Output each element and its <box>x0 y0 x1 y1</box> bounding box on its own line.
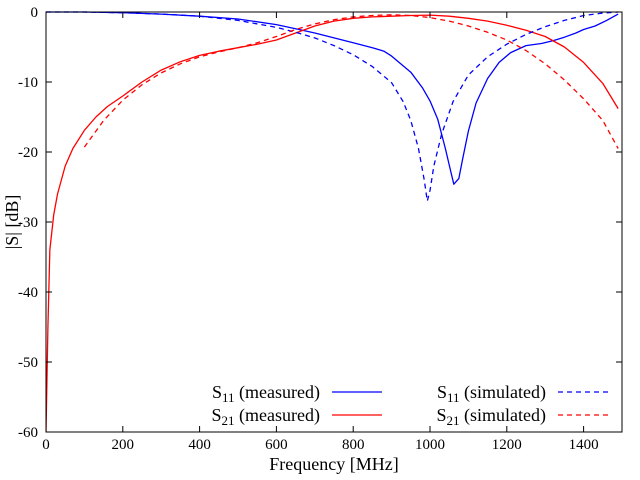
x-tick-label: 800 <box>342 437 365 453</box>
x-tick-label: 1200 <box>492 437 522 453</box>
legend-label-1: S11 (measured) <box>212 382 320 405</box>
x-tick-label: 1400 <box>569 437 599 453</box>
legend-label-4: S21 (simulated) <box>437 405 547 428</box>
x-tick-label: 200 <box>112 437 135 453</box>
x-axis-label: Frequency [MHz] <box>269 454 398 474</box>
legend: S11 (measured)S21 (measured) S11 (simulat… <box>212 382 608 428</box>
plot-frame <box>45 11 623 433</box>
legend-label-3: S11 (simulated) <box>437 382 546 405</box>
y-tick-label: -20 <box>18 145 38 161</box>
series-line-3 <box>46 11 619 202</box>
y-tick-label: -60 <box>18 425 38 441</box>
x-tick-label: 0 <box>42 437 50 453</box>
x-tick-label: 1000 <box>415 437 445 453</box>
y-axis-label: |S| [dB] <box>2 195 22 250</box>
series-line-2 <box>46 14 619 433</box>
tick-layer: 0 200 400 600 800 1000 1200 1400 0 -10 -20 -30 -40 -5… <box>18 5 622 453</box>
y-tick-label: 0 <box>31 5 39 21</box>
y-tick-label: -10 <box>18 75 38 91</box>
x-tick-label: 600 <box>265 437 288 453</box>
x-tick-label: 400 <box>188 437 211 453</box>
legend-label-2: S21 (measured) <box>212 405 320 428</box>
y-tick-label: -50 <box>18 355 38 371</box>
y-tick-label: -40 <box>18 285 38 301</box>
y-tick-label: -30 <box>18 215 38 231</box>
